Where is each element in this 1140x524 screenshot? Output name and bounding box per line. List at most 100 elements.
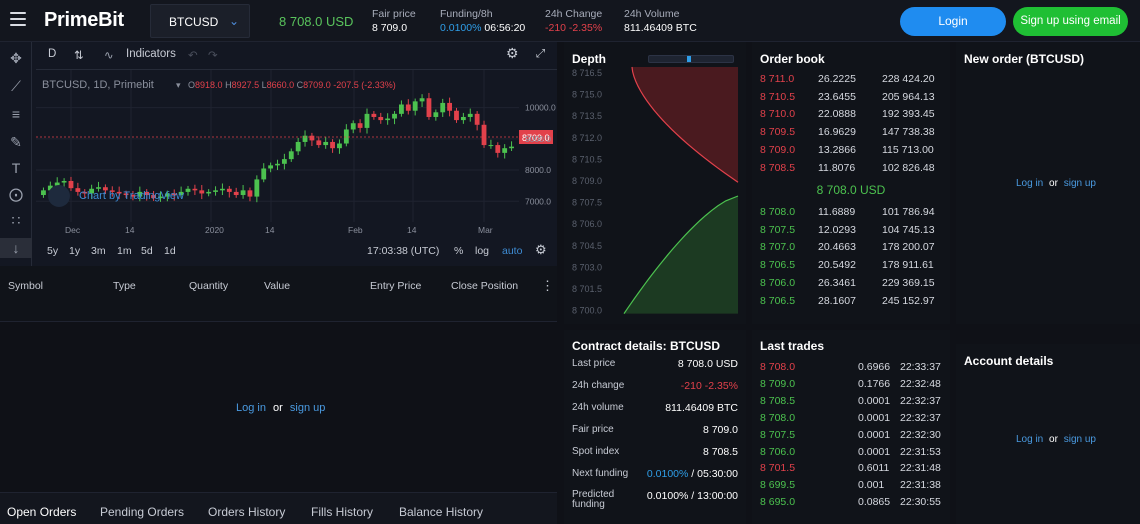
col-entry-price[interactable]: Entry Price	[370, 280, 422, 292]
order-book-row[interactable]: 8 708.5 11.8076 102 826.48	[760, 162, 942, 180]
order-book-row[interactable]: 8 706.5 28.1607 245 152.97	[760, 295, 942, 313]
order-book-row[interactable]: 8 710.0 22.0888 192 393.45	[760, 108, 942, 126]
trade-row: 8 708.0 0.6966 22:33:37	[760, 361, 942, 379]
fullscreen-icon[interactable]: ⤢	[536, 48, 546, 60]
candle-body	[220, 188, 225, 191]
fib-icon[interactable]: ≡	[11, 106, 21, 122]
trade-row: 8 701.5 0.6011 22:31:48	[760, 462, 942, 480]
change-label: 24h Change	[545, 8, 603, 20]
logo[interactable]: PrimeBit	[44, 9, 124, 31]
interval-button[interactable]: D	[48, 48, 57, 60]
text-icon[interactable]: T	[11, 160, 21, 176]
total-cell: 147 738.38	[882, 126, 935, 139]
login-link[interactable]: Log in	[236, 402, 266, 414]
candle-body	[460, 116, 466, 121]
order-book-row[interactable]: 8 709.5 16.9629 147 738.38	[760, 126, 942, 144]
candle-body	[337, 143, 342, 149]
brush-icon[interactable]: ✎	[10, 134, 22, 150]
pattern-icon[interactable]: ⨀	[9, 186, 23, 202]
ruler-icon[interactable]: ∷	[11, 212, 21, 228]
depth-panel: Depth 8 716.5 8 715.0 8 713.5 8 712.0 8 710.…	[564, 42, 746, 324]
login-link[interactable]: Log in	[1016, 178, 1044, 189]
order-book-row[interactable]: 8 709.0 13.2866 115 713.00	[760, 144, 942, 162]
contract-label: 24h change	[572, 380, 625, 391]
signup-link[interactable]: sign up	[1063, 178, 1096, 189]
depth-zoom-slider[interactable]	[648, 55, 734, 63]
col-value[interactable]: Value	[264, 280, 291, 292]
login-link[interactable]: Log in	[1016, 434, 1044, 445]
more-options-icon[interactable]: ⋮	[541, 278, 554, 293]
menu-icon[interactable]	[10, 12, 26, 26]
signup-link[interactable]: sign up	[289, 402, 326, 414]
tab-open-orders[interactable]: Open Orders	[7, 505, 77, 519]
candle-body	[151, 195, 156, 199]
candle-body	[295, 141, 301, 152]
auto-toggle[interactable]: auto	[502, 245, 523, 257]
order-book-title: Order book	[760, 52, 825, 66]
range-5y[interactable]: 5y	[47, 245, 59, 257]
log-toggle[interactable]: log	[475, 245, 490, 257]
order-book-row[interactable]: 8 706.5 20.5492 178 911.61	[760, 259, 942, 277]
signup-button[interactable]: Sign up using email	[1013, 7, 1128, 36]
settings-icon[interactable]: ⚙	[506, 45, 519, 61]
order-book-row[interactable]: 8 706.0 26.3461 229 369.15	[760, 277, 942, 295]
price-chart[interactable]: 8709.0 10000.0 9000.0 8000.0 7000.0 Dec 14 20…	[36, 70, 557, 238]
tab-balance-history[interactable]: Balance History	[399, 505, 484, 519]
login-button[interactable]: Login	[900, 7, 1006, 36]
col-type[interactable]: Type	[113, 280, 136, 292]
candle-body	[206, 191, 212, 194]
price-cell: 8 707.0	[760, 241, 796, 254]
candle-body	[502, 148, 508, 153]
tab-fills-history[interactable]: Fills History	[311, 505, 373, 519]
positions-login-prompt: Log in or sign up	[236, 402, 326, 414]
percent-toggle[interactable]: %	[454, 245, 464, 257]
candle-body	[75, 188, 81, 192]
indicators-icon[interactable]: ∿	[104, 50, 114, 62]
price-cell: 8 709.0	[760, 143, 796, 156]
range-1m[interactable]: 1m	[117, 245, 132, 257]
range-1d[interactable]: 1d	[164, 245, 176, 257]
total-cell: 178 911.61	[882, 259, 934, 272]
tab-orders-history[interactable]: Orders History	[208, 505, 286, 519]
undo-icon[interactable]: ↶	[188, 50, 198, 62]
trendline-icon[interactable]: ⟋	[11, 78, 21, 94]
range-1y[interactable]: 1y	[69, 245, 81, 257]
order-book-row[interactable]: 8 708.0 11.6889 101 786.94	[760, 206, 942, 224]
candle-body	[261, 168, 267, 180]
size-cell: 20.5492	[818, 259, 856, 272]
candle-body	[467, 113, 473, 117]
watermark: Chart by TradingView	[79, 190, 184, 202]
col-close-position[interactable]: Close Position	[451, 280, 519, 292]
tab-pending-orders[interactable]: Pending Orders	[100, 505, 185, 519]
crosshair-icon[interactable]: ✥	[10, 50, 22, 66]
size-cell: 11.6889	[818, 206, 856, 218]
order-book-row[interactable]: 8 710.5 23.6455 205 964.13	[760, 91, 942, 109]
order-book-row[interactable]: 8 707.5 12.0293 104 745.13	[760, 224, 942, 242]
col-quantity[interactable]: Quantity	[189, 280, 229, 292]
new-order-panel: New order (BTCUSD) Log in or sign up	[956, 42, 1140, 324]
order-book-row[interactable]: 8 711.0 26.2225 228 424.20	[760, 73, 942, 91]
signup-link[interactable]: sign up	[1063, 434, 1096, 445]
trade-time: 22:31:53	[900, 445, 941, 458]
candle-body	[488, 145, 494, 147]
candle-body	[357, 123, 363, 128]
indicators-button[interactable]: Indicators	[126, 48, 176, 60]
order-book-row[interactable]: 8 707.0 20.4663 178 200.07	[760, 241, 942, 259]
col-symbol[interactable]: Symbol	[8, 280, 44, 292]
pair-select[interactable]: BTCUSD ⌄	[150, 4, 250, 38]
range-3m[interactable]: 3m	[91, 245, 106, 257]
range-5d[interactable]: 5d	[141, 245, 153, 257]
predicted-funding-label: Predicted funding	[572, 489, 615, 510]
total-cell: 192 393.45	[882, 108, 935, 121]
chart-settings-icon[interactable]: ⚙	[535, 242, 547, 257]
total-cell: 229 369.15	[882, 276, 935, 289]
collapse-arrow-icon[interactable]: ↓	[0, 238, 32, 258]
candle-body	[116, 191, 122, 194]
candles-icon[interactable]: ⇅	[74, 50, 84, 62]
candle-body	[254, 179, 260, 197]
contract-value: 8 708.5	[702, 446, 738, 458]
contract-label: Spot index	[572, 446, 620, 457]
redo-icon[interactable]: ↷	[208, 50, 218, 62]
trade-time: 22:33:37	[900, 361, 941, 373]
trade-row: 8 708.5 0.0001 22:32:37	[760, 395, 942, 413]
